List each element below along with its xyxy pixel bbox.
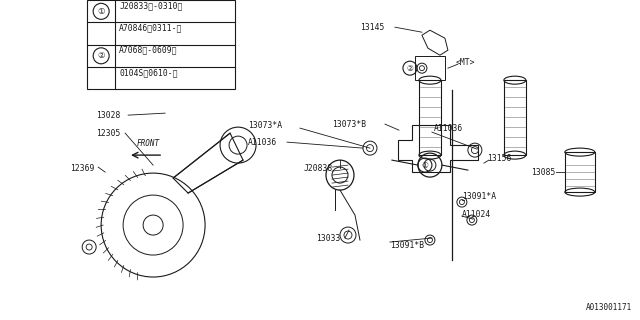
Text: 12369: 12369: [70, 164, 95, 172]
Text: 13091*B: 13091*B: [390, 241, 424, 250]
Text: 13073*B: 13073*B: [332, 120, 366, 129]
Text: FRONT: FRONT: [136, 139, 159, 148]
Text: ②: ②: [406, 64, 413, 73]
Text: A11036: A11036: [248, 138, 277, 147]
Text: 13091*A: 13091*A: [462, 192, 496, 201]
Text: 13028: 13028: [96, 111, 120, 120]
Text: A11036: A11036: [434, 124, 463, 132]
Text: ②: ②: [97, 51, 105, 60]
Text: ①: ①: [97, 7, 105, 16]
Text: ①: ①: [422, 161, 428, 170]
Text: J20833（-0310）: J20833（-0310）: [119, 1, 182, 10]
Bar: [415, 56, 445, 80]
Text: 13145: 13145: [360, 23, 385, 32]
Bar: [87, 0, 235, 89]
Text: 13073*A: 13073*A: [248, 121, 282, 130]
Text: A7068（-0609）: A7068（-0609）: [119, 46, 178, 55]
Bar: [565, 152, 595, 192]
Text: 13085: 13085: [531, 168, 556, 177]
Text: A11024: A11024: [462, 210, 491, 219]
Text: 13156: 13156: [487, 154, 511, 163]
Text: <MT>: <MT>: [456, 58, 476, 67]
Text: A013001171: A013001171: [586, 303, 632, 312]
Text: J20838: J20838: [304, 164, 333, 172]
Bar: [419, 80, 441, 155]
Text: A70846（0311-）: A70846（0311-）: [119, 23, 182, 33]
Text: 13033: 13033: [316, 234, 340, 243]
Text: 12305: 12305: [96, 129, 120, 138]
Bar: [504, 80, 526, 155]
Text: 0104S（0610-）: 0104S（0610-）: [119, 68, 178, 77]
